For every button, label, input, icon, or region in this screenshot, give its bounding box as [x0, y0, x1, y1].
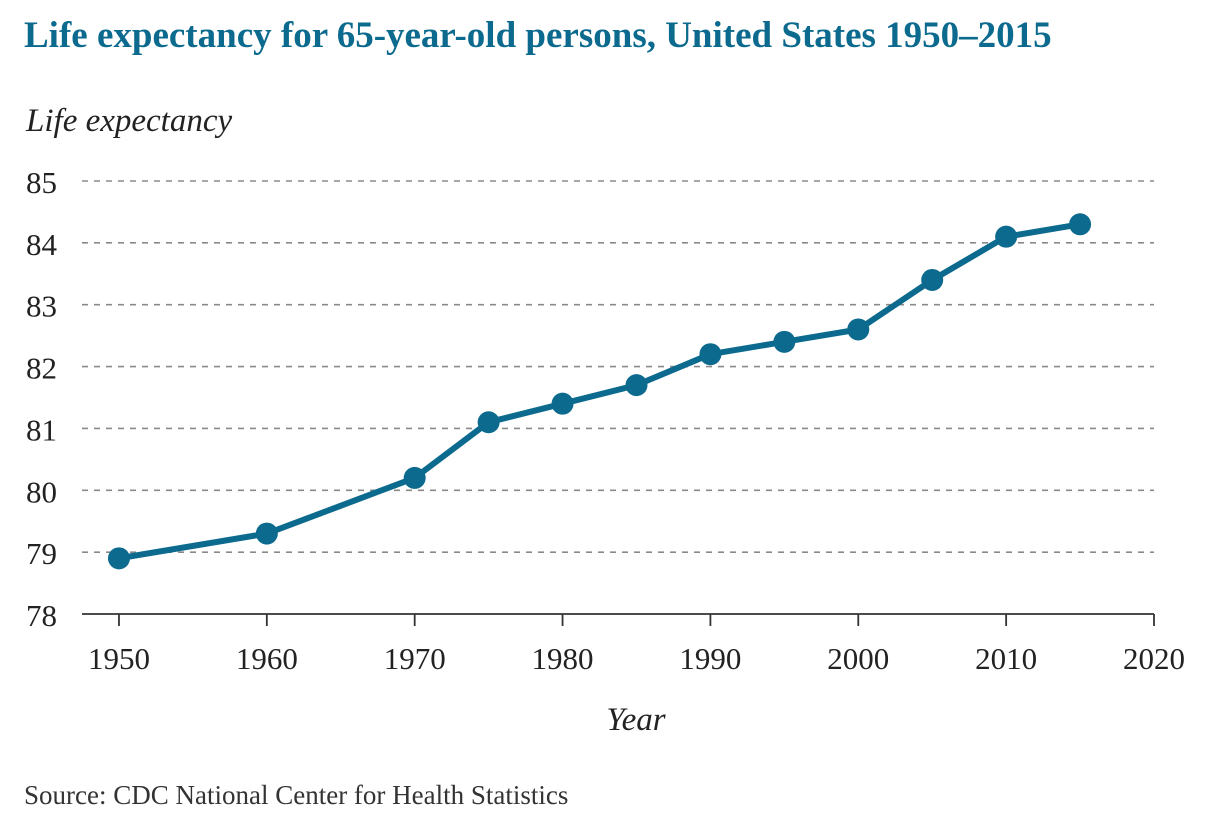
x-axis-label: Year — [606, 702, 665, 738]
data-point — [403, 466, 426, 489]
y-tick-label: 78 — [26, 598, 57, 633]
data-point — [995, 225, 1018, 248]
x-tick-label: 2000 — [827, 641, 889, 676]
chart-title: Life expectancy for 65-year-old persons,… — [24, 15, 1052, 56]
x-tick-label: 1950 — [88, 641, 150, 676]
line-chart: Life expectancy 78 79 80 81 82 83 84 85 1950 1960… — [25, 103, 1185, 738]
data-point — [699, 343, 722, 366]
data-point — [255, 522, 278, 545]
y-tick-label: 83 — [26, 289, 57, 324]
data-point — [625, 374, 648, 397]
x-tick-label: 1970 — [384, 641, 446, 676]
data-point — [477, 411, 500, 434]
data-series — [107, 213, 1092, 570]
x-tick-label: 2010 — [975, 641, 1037, 676]
series-line — [116, 221, 1084, 562]
data-point — [1069, 213, 1092, 236]
axes — [82, 613, 1155, 626]
tick-labels: 78 79 80 81 82 83 84 85 1950 1960 1970 1980 1990 2000… — [26, 165, 1185, 676]
y-tick-label: 82 — [26, 351, 57, 386]
data-point — [847, 318, 870, 341]
gridlines — [82, 180, 1154, 553]
data-point — [551, 392, 574, 415]
x-tick-label: 1990 — [679, 641, 741, 676]
x-tick-label: 1960 — [236, 641, 298, 676]
data-point — [921, 268, 944, 291]
y-tick-label: 84 — [26, 227, 58, 262]
y-tick-label: 79 — [26, 536, 57, 571]
y-axis-label: Life expectancy — [25, 103, 232, 139]
data-point — [107, 547, 130, 570]
data-point — [773, 330, 796, 353]
source-note: Source: CDC National Center for Health S… — [24, 780, 569, 810]
y-tick-label: 85 — [26, 165, 57, 200]
y-tick-label: 80 — [26, 474, 57, 509]
x-tick-label: 2020 — [1123, 641, 1185, 676]
y-tick-label: 81 — [26, 412, 57, 447]
x-tick-label: 1980 — [532, 641, 594, 676]
